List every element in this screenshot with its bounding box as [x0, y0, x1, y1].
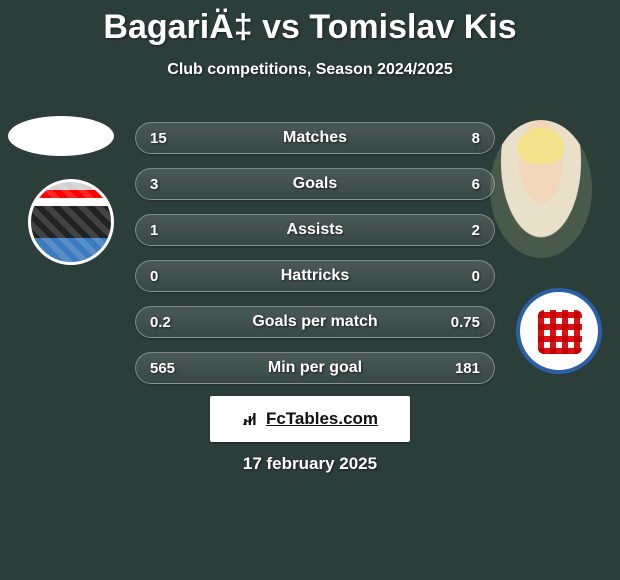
- stat-row-hattricks: 0 Hattricks 0: [135, 260, 495, 292]
- stat-left-value: 0.2: [150, 314, 171, 331]
- stat-label: Goals: [136, 175, 494, 193]
- stat-right-value: 2: [472, 222, 480, 239]
- stat-label: Goals per match: [136, 313, 494, 331]
- stat-right-value: 0.75: [451, 314, 480, 331]
- stat-row-matches: 15 Matches 8: [135, 122, 495, 154]
- page-title: BagariÄ‡ vs Tomislav Kis: [0, 0, 620, 47]
- player-right-photo: [490, 120, 592, 258]
- stats-table: 15 Matches 8 3 Goals 6 1 Assists 2 0 Hat…: [135, 122, 495, 398]
- footer-date: 17 february 2025: [0, 454, 620, 474]
- stat-left-value: 15: [150, 130, 167, 147]
- stat-row-min-per-goal: 565 Min per goal 181: [135, 352, 495, 384]
- stat-row-goals: 3 Goals 6: [135, 168, 495, 200]
- brand-link[interactable]: FcTables.com: [210, 396, 410, 442]
- page-subtitle: Club competitions, Season 2024/2025: [0, 61, 620, 79]
- stat-label: Assists: [136, 221, 494, 239]
- stat-row-assists: 1 Assists 2: [135, 214, 495, 246]
- stat-label: Hattricks: [136, 267, 494, 285]
- stat-left-value: 3: [150, 176, 158, 193]
- club-left-crest: [28, 179, 114, 265]
- stat-left-value: 565: [150, 360, 175, 377]
- stat-label: Min per goal: [136, 359, 494, 377]
- stat-right-value: 6: [472, 176, 480, 193]
- stat-label: Matches: [136, 129, 494, 147]
- club-right-crest: [516, 288, 602, 374]
- brand-label: FcTables.com: [266, 409, 378, 429]
- stat-left-value: 0: [150, 268, 158, 285]
- chart-icon: [242, 410, 260, 428]
- stat-row-goals-per-match: 0.2 Goals per match 0.75: [135, 306, 495, 338]
- player-left-photo: [8, 116, 114, 156]
- stat-right-value: 8: [472, 130, 480, 147]
- stat-right-value: 181: [455, 360, 480, 377]
- stat-right-value: 0: [472, 268, 480, 285]
- stat-left-value: 1: [150, 222, 158, 239]
